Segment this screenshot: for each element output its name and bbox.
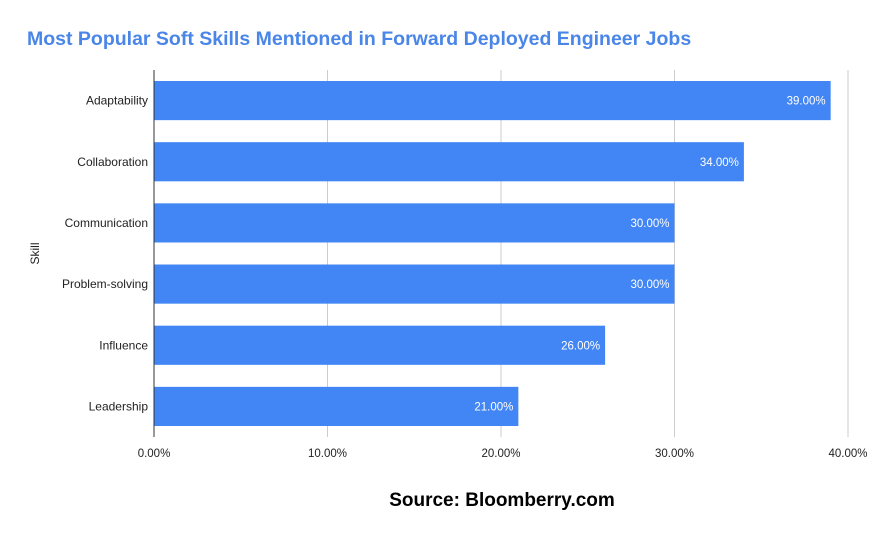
category-label: Problem-solving (62, 277, 148, 291)
chart-title: Most Popular Soft Skills Mentioned in Fo… (27, 28, 692, 50)
data-label: 39.00% (787, 96, 826, 108)
bar-problem-solving (154, 264, 675, 304)
bar-communication (154, 203, 675, 243)
x-tick-label: 40.00% (828, 448, 867, 460)
data-label: 30.00% (630, 218, 669, 230)
category-label: Adaptability (86, 94, 148, 108)
bar-leadership (154, 386, 519, 426)
source-caption: Source: Bloomberry.com (389, 490, 615, 511)
grid-lines (327, 70, 849, 437)
x-tick-label: 30.00% (655, 448, 694, 460)
x-tick-label: 10.00% (308, 448, 347, 460)
bars (154, 81, 831, 426)
data-label: 30.00% (630, 279, 669, 291)
category-label: Influence (99, 338, 148, 352)
bar-collaboration (154, 142, 744, 182)
x-tick-label: 20.00% (481, 448, 520, 460)
category-label: Collaboration (77, 155, 148, 169)
x-tick-label: 0.00% (138, 448, 171, 460)
labels: 0.00% 10.00% 20.00% 30.00% 40.00% Adaptabilit… (28, 94, 868, 460)
category-label: Leadership (89, 399, 149, 413)
bar-influence (154, 325, 606, 365)
bar-adaptability (154, 81, 831, 121)
data-label: 21.00% (474, 401, 513, 413)
data-label: 34.00% (700, 157, 739, 169)
y-axis-title: Skill (28, 242, 42, 264)
category-label: Communication (65, 216, 148, 230)
data-label: 26.00% (561, 340, 600, 352)
